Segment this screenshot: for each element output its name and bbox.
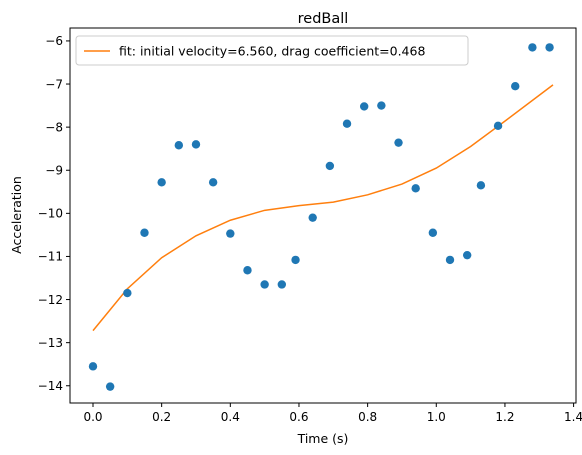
data-point bbox=[511, 81, 520, 91]
data-point bbox=[291, 255, 300, 265]
data-point bbox=[377, 101, 386, 110]
fit-line-0 bbox=[92, 84, 554, 332]
y-tick-label: −14 bbox=[38, 379, 63, 393]
y-tick-label: −7 bbox=[45, 77, 63, 91]
data-point bbox=[88, 362, 98, 371]
y-axis-ticks: −14 −13 −12 −11 −10 −9 −8 −7 −6 bbox=[38, 34, 70, 393]
y-tick-label: −8 bbox=[45, 120, 63, 134]
x-axis-label: Time (s) bbox=[297, 431, 349, 446]
fit-layer bbox=[92, 84, 554, 332]
data-point bbox=[308, 213, 317, 222]
data-point bbox=[277, 280, 287, 289]
y-tick-label: −12 bbox=[38, 293, 63, 307]
data-point bbox=[243, 266, 252, 275]
data-point bbox=[476, 181, 486, 190]
data-point bbox=[105, 382, 115, 391]
data-point bbox=[140, 228, 149, 237]
x-tick-label: 0.4 bbox=[221, 410, 240, 424]
data-point bbox=[462, 250, 472, 260]
scatter-points bbox=[88, 43, 554, 391]
y-tick-label: −6 bbox=[45, 34, 63, 48]
data-point bbox=[493, 121, 503, 131]
data-point bbox=[394, 138, 403, 147]
x-tick-label: 0.8 bbox=[358, 410, 377, 424]
x-tick-label: 1.2 bbox=[495, 410, 514, 424]
data-point bbox=[123, 288, 132, 298]
data-point bbox=[174, 141, 184, 150]
data-point bbox=[428, 228, 438, 237]
data-point bbox=[157, 178, 166, 187]
legend: fit: initial velocity=6.560, drag coeffi… bbox=[75, 35, 469, 66]
y-tick-label: −9 bbox=[45, 164, 63, 178]
data-point bbox=[445, 255, 455, 265]
data-point bbox=[226, 229, 235, 238]
y-tick-label: −11 bbox=[38, 250, 63, 264]
data-point bbox=[545, 43, 554, 52]
x-axis-ticks: 0.0 0.2 0.4 0.6 0.8 1.0 1.2 1.4 bbox=[83, 403, 582, 424]
data-point bbox=[342, 119, 352, 128]
data-point bbox=[191, 140, 201, 149]
data-point bbox=[359, 102, 369, 111]
plot-frame bbox=[69, 27, 577, 404]
data-point bbox=[325, 161, 335, 171]
y-tick-label: −10 bbox=[38, 207, 63, 221]
x-tick-label: 1.4 bbox=[564, 410, 582, 424]
legend-fit-label: fit: initial velocity=6.560, drag coeffi… bbox=[119, 44, 425, 59]
y-axis-label: Acceleration bbox=[9, 176, 24, 254]
chart-title: redBall bbox=[298, 11, 349, 27]
x-tick-label: 0.0 bbox=[83, 410, 102, 424]
x-tick-label: 0.6 bbox=[289, 410, 308, 424]
x-tick-label: 0.2 bbox=[152, 410, 171, 424]
legend-box bbox=[75, 35, 469, 66]
data-point bbox=[208, 178, 218, 187]
x-tick-label: 1.0 bbox=[427, 410, 446, 424]
data-point bbox=[260, 280, 269, 289]
data-point bbox=[528, 43, 537, 52]
data-point bbox=[411, 184, 420, 193]
y-tick-label: −13 bbox=[38, 336, 63, 350]
